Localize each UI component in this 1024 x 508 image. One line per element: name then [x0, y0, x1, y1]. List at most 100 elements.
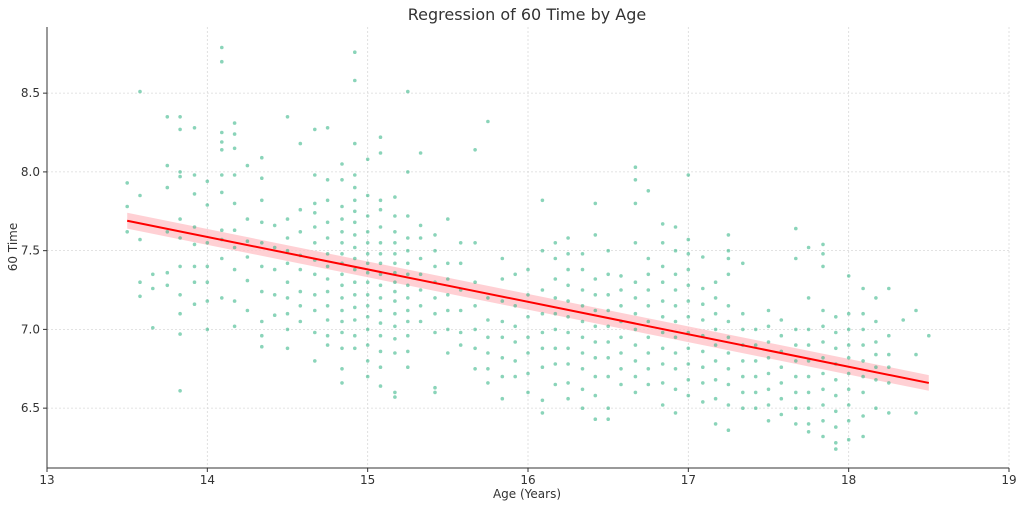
y-tick-label: 7.5: [21, 244, 40, 258]
data-point: [353, 185, 357, 190]
data-point: [232, 228, 237, 232]
x-tick-label: 19: [1001, 473, 1016, 487]
data-point: [806, 390, 811, 395]
data-point: [874, 352, 878, 357]
data-point: [821, 434, 825, 439]
data-point: [713, 396, 718, 401]
data-point: [673, 335, 678, 340]
data-point: [313, 359, 317, 363]
data-point: [125, 230, 129, 234]
data-point: [285, 115, 290, 119]
data-point: [433, 330, 437, 335]
data-point: [220, 59, 224, 64]
data-point: [406, 248, 410, 253]
data-point: [433, 390, 437, 395]
x-tick-label: 17: [681, 473, 696, 487]
data-point: [340, 252, 344, 256]
data-point: [633, 390, 638, 395]
data-point: [580, 319, 585, 324]
data-point: [365, 304, 370, 308]
data-point: [285, 346, 290, 351]
data-point: [365, 193, 370, 198]
data-point: [192, 242, 197, 247]
data-point: [861, 434, 865, 439]
data-point: [192, 192, 197, 196]
data-point: [378, 308, 383, 313]
data-point: [378, 384, 383, 388]
data-point: [406, 89, 410, 94]
data-point: [846, 327, 851, 332]
data-point: [779, 381, 784, 385]
data-point: [313, 308, 317, 313]
data-point: [353, 233, 357, 237]
data-point: [606, 272, 610, 277]
data-point: [365, 343, 370, 347]
data-point: [406, 308, 410, 313]
x-tick-label: 15: [360, 473, 375, 487]
data-point: [365, 261, 370, 266]
data-point: [325, 178, 330, 182]
data-point: [646, 189, 651, 193]
data-point: [580, 252, 585, 256]
data-point: [701, 286, 705, 291]
data-point: [458, 308, 463, 313]
data-point: [365, 359, 370, 363]
data-point: [861, 343, 865, 347]
data-point: [340, 381, 344, 385]
data-point: [192, 173, 197, 177]
data-point: [861, 311, 865, 316]
grid: [46, 27, 1010, 468]
data-point: [846, 403, 851, 407]
data-point: [353, 209, 357, 214]
data-point: [285, 248, 290, 253]
data-point: [513, 359, 517, 363]
data-point: [393, 289, 397, 294]
data-point: [272, 267, 277, 272]
data-point: [393, 241, 397, 245]
data-point: [378, 261, 383, 266]
data-point: [340, 308, 344, 313]
data-point: [593, 293, 598, 297]
data-point: [646, 319, 651, 324]
data-point: [686, 252, 691, 256]
data-point: [232, 324, 237, 329]
data-point: [646, 256, 651, 261]
data-point: [633, 296, 638, 300]
data-point: [205, 280, 210, 285]
data-point: [580, 351, 585, 355]
data-point: [619, 335, 623, 340]
data-point: [340, 346, 344, 351]
data-point: [821, 371, 825, 376]
data-point: [646, 288, 651, 292]
data-point: [713, 359, 718, 363]
data-point: [901, 318, 905, 322]
data-point: [741, 359, 745, 363]
data-point: [260, 198, 264, 203]
data-point: [741, 311, 745, 316]
data-point: [365, 280, 370, 285]
data-point: [473, 346, 477, 351]
data-point: [566, 236, 570, 240]
data-point: [232, 146, 237, 151]
data-point: [486, 381, 490, 385]
axes: [43, 27, 1010, 472]
data-point: [192, 302, 197, 307]
data-point: [406, 319, 410, 324]
data-point: [325, 333, 330, 338]
data-point: [673, 411, 678, 415]
data-point: [834, 378, 838, 382]
data-point: [806, 374, 811, 379]
data-point: [500, 356, 505, 360]
data-point: [418, 304, 423, 308]
data-point: [553, 241, 558, 245]
data-point: [340, 162, 344, 166]
data-point: [151, 326, 155, 330]
data-point: [713, 296, 718, 300]
data-point: [220, 148, 224, 152]
data-point: [393, 270, 397, 275]
data-point: [353, 318, 357, 322]
data-point: [874, 319, 878, 324]
data-point: [713, 422, 718, 426]
data-point: [340, 367, 344, 371]
data-point: [285, 280, 290, 285]
